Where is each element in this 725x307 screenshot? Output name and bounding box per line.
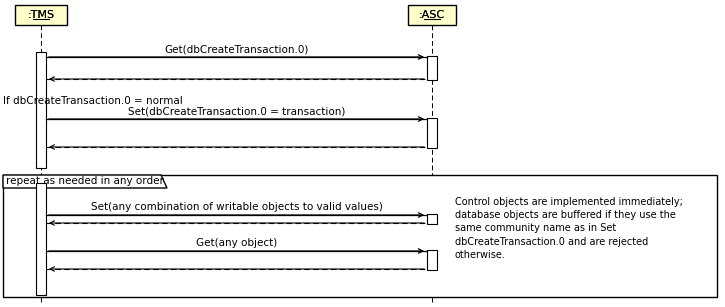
Text: Get(dbCreateTransaction.0): Get(dbCreateTransaction.0) <box>165 44 309 54</box>
Text: :TMS: :TMS <box>28 10 54 20</box>
Text: Control objects are implemented immediately;
database objects are buffered if th: Control objects are implemented immediat… <box>455 197 683 260</box>
Bar <box>427 118 437 148</box>
Text: repeat as needed in any order: repeat as needed in any order <box>6 177 164 186</box>
Bar <box>408 5 456 25</box>
Bar <box>427 214 437 224</box>
Text: Set(dbCreateTransaction.0 = transaction): Set(dbCreateTransaction.0 = transaction) <box>128 106 345 116</box>
Text: :TMS: :TMS <box>28 10 54 20</box>
Text: :ASC: :ASC <box>419 10 445 20</box>
Bar <box>15 5 67 25</box>
Text: Get(any object): Get(any object) <box>196 238 277 248</box>
Bar <box>36 52 46 168</box>
Polygon shape <box>3 175 167 188</box>
Bar <box>427 250 437 270</box>
Text: :ASC: :ASC <box>419 10 445 20</box>
Bar <box>36 183 46 295</box>
Text: Set(any combination of writable objects to valid values): Set(any combination of writable objects … <box>91 202 383 212</box>
Bar <box>3 175 717 297</box>
Text: If dbCreateTransaction.0 = normal: If dbCreateTransaction.0 = normal <box>3 96 183 106</box>
Bar <box>427 56 437 80</box>
